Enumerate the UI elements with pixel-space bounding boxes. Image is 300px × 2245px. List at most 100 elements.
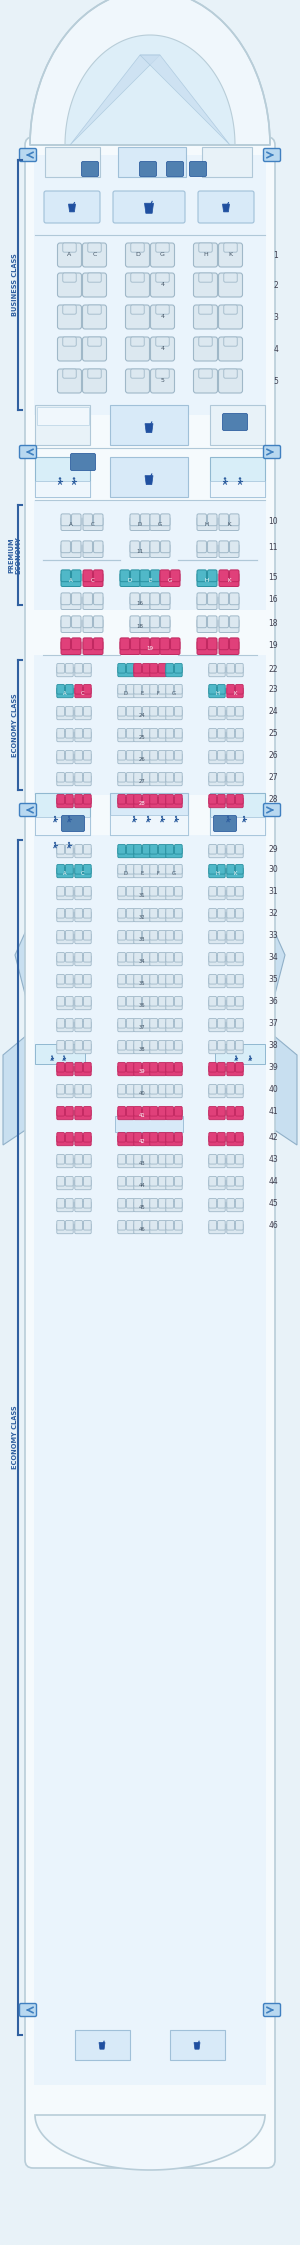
FancyBboxPatch shape — [236, 1062, 243, 1073]
FancyBboxPatch shape — [166, 1109, 182, 1120]
FancyBboxPatch shape — [175, 1154, 182, 1165]
FancyBboxPatch shape — [209, 867, 225, 878]
FancyBboxPatch shape — [125, 337, 149, 361]
FancyBboxPatch shape — [151, 368, 175, 393]
Text: 10: 10 — [268, 516, 278, 525]
FancyBboxPatch shape — [118, 887, 125, 896]
FancyBboxPatch shape — [158, 795, 166, 804]
FancyBboxPatch shape — [57, 1084, 64, 1093]
FancyBboxPatch shape — [83, 1176, 91, 1185]
FancyBboxPatch shape — [158, 1039, 166, 1051]
FancyBboxPatch shape — [75, 667, 91, 676]
FancyBboxPatch shape — [127, 795, 134, 804]
FancyBboxPatch shape — [150, 1044, 166, 1053]
FancyBboxPatch shape — [156, 337, 169, 346]
FancyBboxPatch shape — [166, 909, 173, 918]
FancyBboxPatch shape — [218, 1131, 225, 1143]
FancyBboxPatch shape — [227, 911, 243, 923]
FancyBboxPatch shape — [194, 305, 218, 330]
FancyBboxPatch shape — [209, 685, 217, 694]
FancyBboxPatch shape — [263, 148, 280, 162]
FancyBboxPatch shape — [208, 570, 217, 581]
FancyBboxPatch shape — [236, 1039, 243, 1051]
Text: G: G — [158, 523, 162, 528]
FancyBboxPatch shape — [142, 750, 150, 761]
FancyBboxPatch shape — [142, 1221, 150, 1230]
FancyBboxPatch shape — [170, 638, 180, 649]
FancyBboxPatch shape — [150, 732, 166, 741]
Polygon shape — [99, 2043, 105, 2050]
FancyBboxPatch shape — [150, 889, 166, 900]
FancyBboxPatch shape — [65, 1221, 73, 1230]
FancyBboxPatch shape — [140, 593, 150, 604]
Text: 3: 3 — [273, 312, 278, 321]
FancyBboxPatch shape — [118, 1044, 134, 1053]
FancyBboxPatch shape — [75, 911, 91, 923]
Text: F: F — [157, 871, 160, 876]
FancyBboxPatch shape — [63, 337, 76, 346]
FancyBboxPatch shape — [166, 889, 182, 900]
Text: C: C — [81, 871, 85, 876]
FancyBboxPatch shape — [263, 2003, 280, 2016]
FancyBboxPatch shape — [166, 1224, 182, 1235]
FancyBboxPatch shape — [88, 305, 101, 314]
FancyBboxPatch shape — [118, 667, 134, 676]
FancyBboxPatch shape — [127, 772, 134, 781]
FancyBboxPatch shape — [120, 572, 140, 586]
FancyBboxPatch shape — [175, 1199, 182, 1208]
FancyBboxPatch shape — [194, 242, 218, 267]
FancyBboxPatch shape — [118, 665, 125, 674]
Text: 32: 32 — [268, 909, 278, 918]
FancyBboxPatch shape — [150, 977, 166, 988]
FancyBboxPatch shape — [236, 795, 243, 804]
FancyBboxPatch shape — [175, 1131, 182, 1143]
FancyBboxPatch shape — [57, 1019, 64, 1028]
FancyBboxPatch shape — [61, 516, 81, 530]
FancyBboxPatch shape — [140, 570, 149, 581]
FancyBboxPatch shape — [209, 667, 225, 676]
Polygon shape — [267, 1030, 297, 1145]
FancyBboxPatch shape — [118, 1066, 134, 1075]
FancyBboxPatch shape — [158, 844, 166, 853]
FancyBboxPatch shape — [65, 864, 73, 873]
FancyBboxPatch shape — [227, 732, 243, 741]
FancyBboxPatch shape — [75, 732, 91, 741]
FancyBboxPatch shape — [208, 593, 217, 604]
FancyBboxPatch shape — [118, 911, 134, 923]
FancyBboxPatch shape — [83, 570, 92, 581]
Bar — [170, 2029, 225, 2061]
FancyBboxPatch shape — [227, 685, 235, 694]
FancyBboxPatch shape — [166, 1221, 173, 1230]
FancyBboxPatch shape — [150, 1201, 166, 1212]
FancyBboxPatch shape — [150, 543, 170, 557]
FancyBboxPatch shape — [156, 274, 169, 283]
FancyBboxPatch shape — [151, 337, 175, 361]
FancyBboxPatch shape — [150, 887, 158, 896]
FancyBboxPatch shape — [166, 849, 182, 858]
Text: E: E — [140, 871, 144, 876]
FancyBboxPatch shape — [57, 977, 73, 988]
FancyBboxPatch shape — [175, 795, 182, 804]
FancyBboxPatch shape — [263, 804, 280, 817]
FancyBboxPatch shape — [118, 844, 125, 853]
FancyBboxPatch shape — [134, 1107, 142, 1116]
FancyBboxPatch shape — [236, 864, 243, 873]
FancyBboxPatch shape — [75, 999, 91, 1010]
FancyBboxPatch shape — [61, 638, 70, 649]
FancyBboxPatch shape — [127, 1154, 134, 1165]
Circle shape — [73, 478, 75, 480]
FancyBboxPatch shape — [94, 615, 103, 629]
FancyBboxPatch shape — [118, 929, 125, 941]
Bar — [35, 480, 90, 496]
FancyBboxPatch shape — [57, 772, 64, 781]
FancyBboxPatch shape — [20, 445, 37, 458]
FancyBboxPatch shape — [125, 368, 149, 393]
FancyBboxPatch shape — [57, 929, 64, 941]
FancyBboxPatch shape — [150, 952, 158, 963]
FancyBboxPatch shape — [208, 615, 217, 629]
Text: 31: 31 — [139, 894, 145, 898]
FancyBboxPatch shape — [199, 274, 212, 283]
FancyBboxPatch shape — [118, 1039, 125, 1051]
FancyBboxPatch shape — [197, 543, 217, 557]
Text: 4: 4 — [160, 314, 164, 319]
